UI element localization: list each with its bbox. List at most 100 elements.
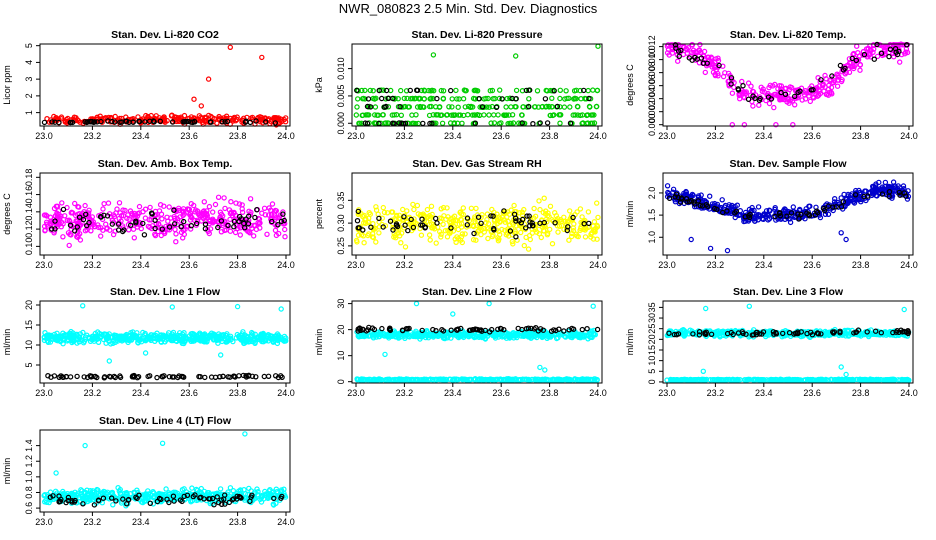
data-point [850, 199, 857, 205]
data-point [121, 227, 127, 233]
data-point [161, 115, 167, 122]
y-axis-label: ml/min [625, 329, 635, 356]
data-point [117, 373, 123, 379]
x-tick-label: 23.4 [444, 260, 462, 270]
x-tick-label: 23.8 [229, 388, 247, 398]
data-point [573, 96, 579, 102]
data-point [526, 96, 532, 102]
data-point [393, 377, 400, 383]
data-point [785, 90, 791, 96]
data-point [438, 112, 445, 118]
data-point [74, 224, 81, 230]
data-point [796, 206, 803, 213]
data-point [517, 229, 524, 236]
data-point [60, 374, 66, 381]
data-point [281, 116, 287, 123]
data-point [389, 209, 396, 215]
data-point [586, 103, 593, 110]
data-point [254, 335, 261, 341]
data-point [473, 87, 479, 94]
data-point [467, 327, 474, 333]
chart-title: Stan. Dev. Line 2 Flow [422, 286, 533, 298]
data-point [94, 374, 100, 381]
outlier-point [278, 306, 284, 312]
data-point [231, 218, 238, 225]
y-tick-label: 0.008 [647, 61, 657, 84]
data-point [584, 326, 590, 332]
data-point [691, 199, 697, 205]
data-point [239, 202, 245, 208]
data-point [387, 327, 393, 333]
data-point [826, 82, 832, 89]
data-point [551, 88, 557, 94]
data-point [384, 210, 391, 216]
series-main [664, 41, 911, 111]
data-point [398, 112, 405, 119]
series-low [664, 376, 912, 384]
data-point [159, 373, 165, 380]
data-point [485, 221, 492, 227]
data-point [172, 118, 179, 124]
data-point [857, 67, 863, 73]
x-tick-label: 23.6 [492, 388, 510, 398]
series-ref [672, 41, 910, 104]
data-point [761, 377, 767, 383]
data-point [743, 89, 750, 95]
chart-panel-3: Stan. Dev. Amb. Box Temp.degrees C23.0 23… [2, 158, 295, 270]
x-tick-label: 23.4 [755, 260, 773, 270]
data-point [568, 233, 575, 240]
data-point [784, 213, 790, 219]
x-tick-label: 23.0 [658, 131, 676, 141]
data-point [511, 211, 518, 218]
data-point [63, 373, 69, 380]
data-point [273, 208, 279, 214]
data-point [502, 227, 508, 234]
data-point [484, 376, 490, 383]
x-tick-label: 23.8 [541, 131, 559, 141]
data-point [280, 211, 286, 217]
data-point [222, 119, 228, 125]
data-point [442, 228, 449, 234]
data-point [418, 232, 425, 238]
data-point [903, 42, 910, 48]
y-axis-label: ml/min [625, 201, 635, 228]
data-point [806, 93, 812, 99]
data-point [212, 201, 219, 208]
y-tick-label: 0.18 [24, 169, 34, 187]
data-point [380, 330, 387, 337]
data-point [142, 215, 149, 221]
data-point [415, 95, 422, 102]
data-point [523, 87, 530, 94]
data-point [100, 206, 106, 212]
plot-frame [39, 43, 291, 127]
data-point [87, 118, 93, 125]
data-point [136, 118, 142, 125]
y-tick-label: 1.5 [647, 209, 657, 222]
data-point [152, 225, 158, 232]
data-point [408, 216, 414, 223]
y-tick-label: 0.10 [24, 238, 34, 256]
data-point [481, 112, 487, 118]
data-point [561, 214, 567, 221]
data-point [362, 96, 368, 102]
data-point [891, 187, 898, 193]
data-point [232, 229, 239, 236]
data-point [767, 208, 773, 214]
data-point [433, 240, 439, 246]
data-point [837, 328, 843, 334]
data-point [422, 224, 429, 230]
data-point [185, 118, 191, 125]
data-point [383, 87, 390, 94]
data-point [881, 377, 888, 384]
data-point [542, 96, 549, 102]
data-point [570, 112, 576, 118]
data-point [732, 203, 738, 210]
data-point [440, 376, 447, 383]
data-point [201, 210, 207, 217]
data-point [95, 224, 102, 231]
x-tick-label: 23.2 [84, 388, 102, 398]
data-point [458, 234, 465, 240]
data-point [772, 205, 778, 211]
